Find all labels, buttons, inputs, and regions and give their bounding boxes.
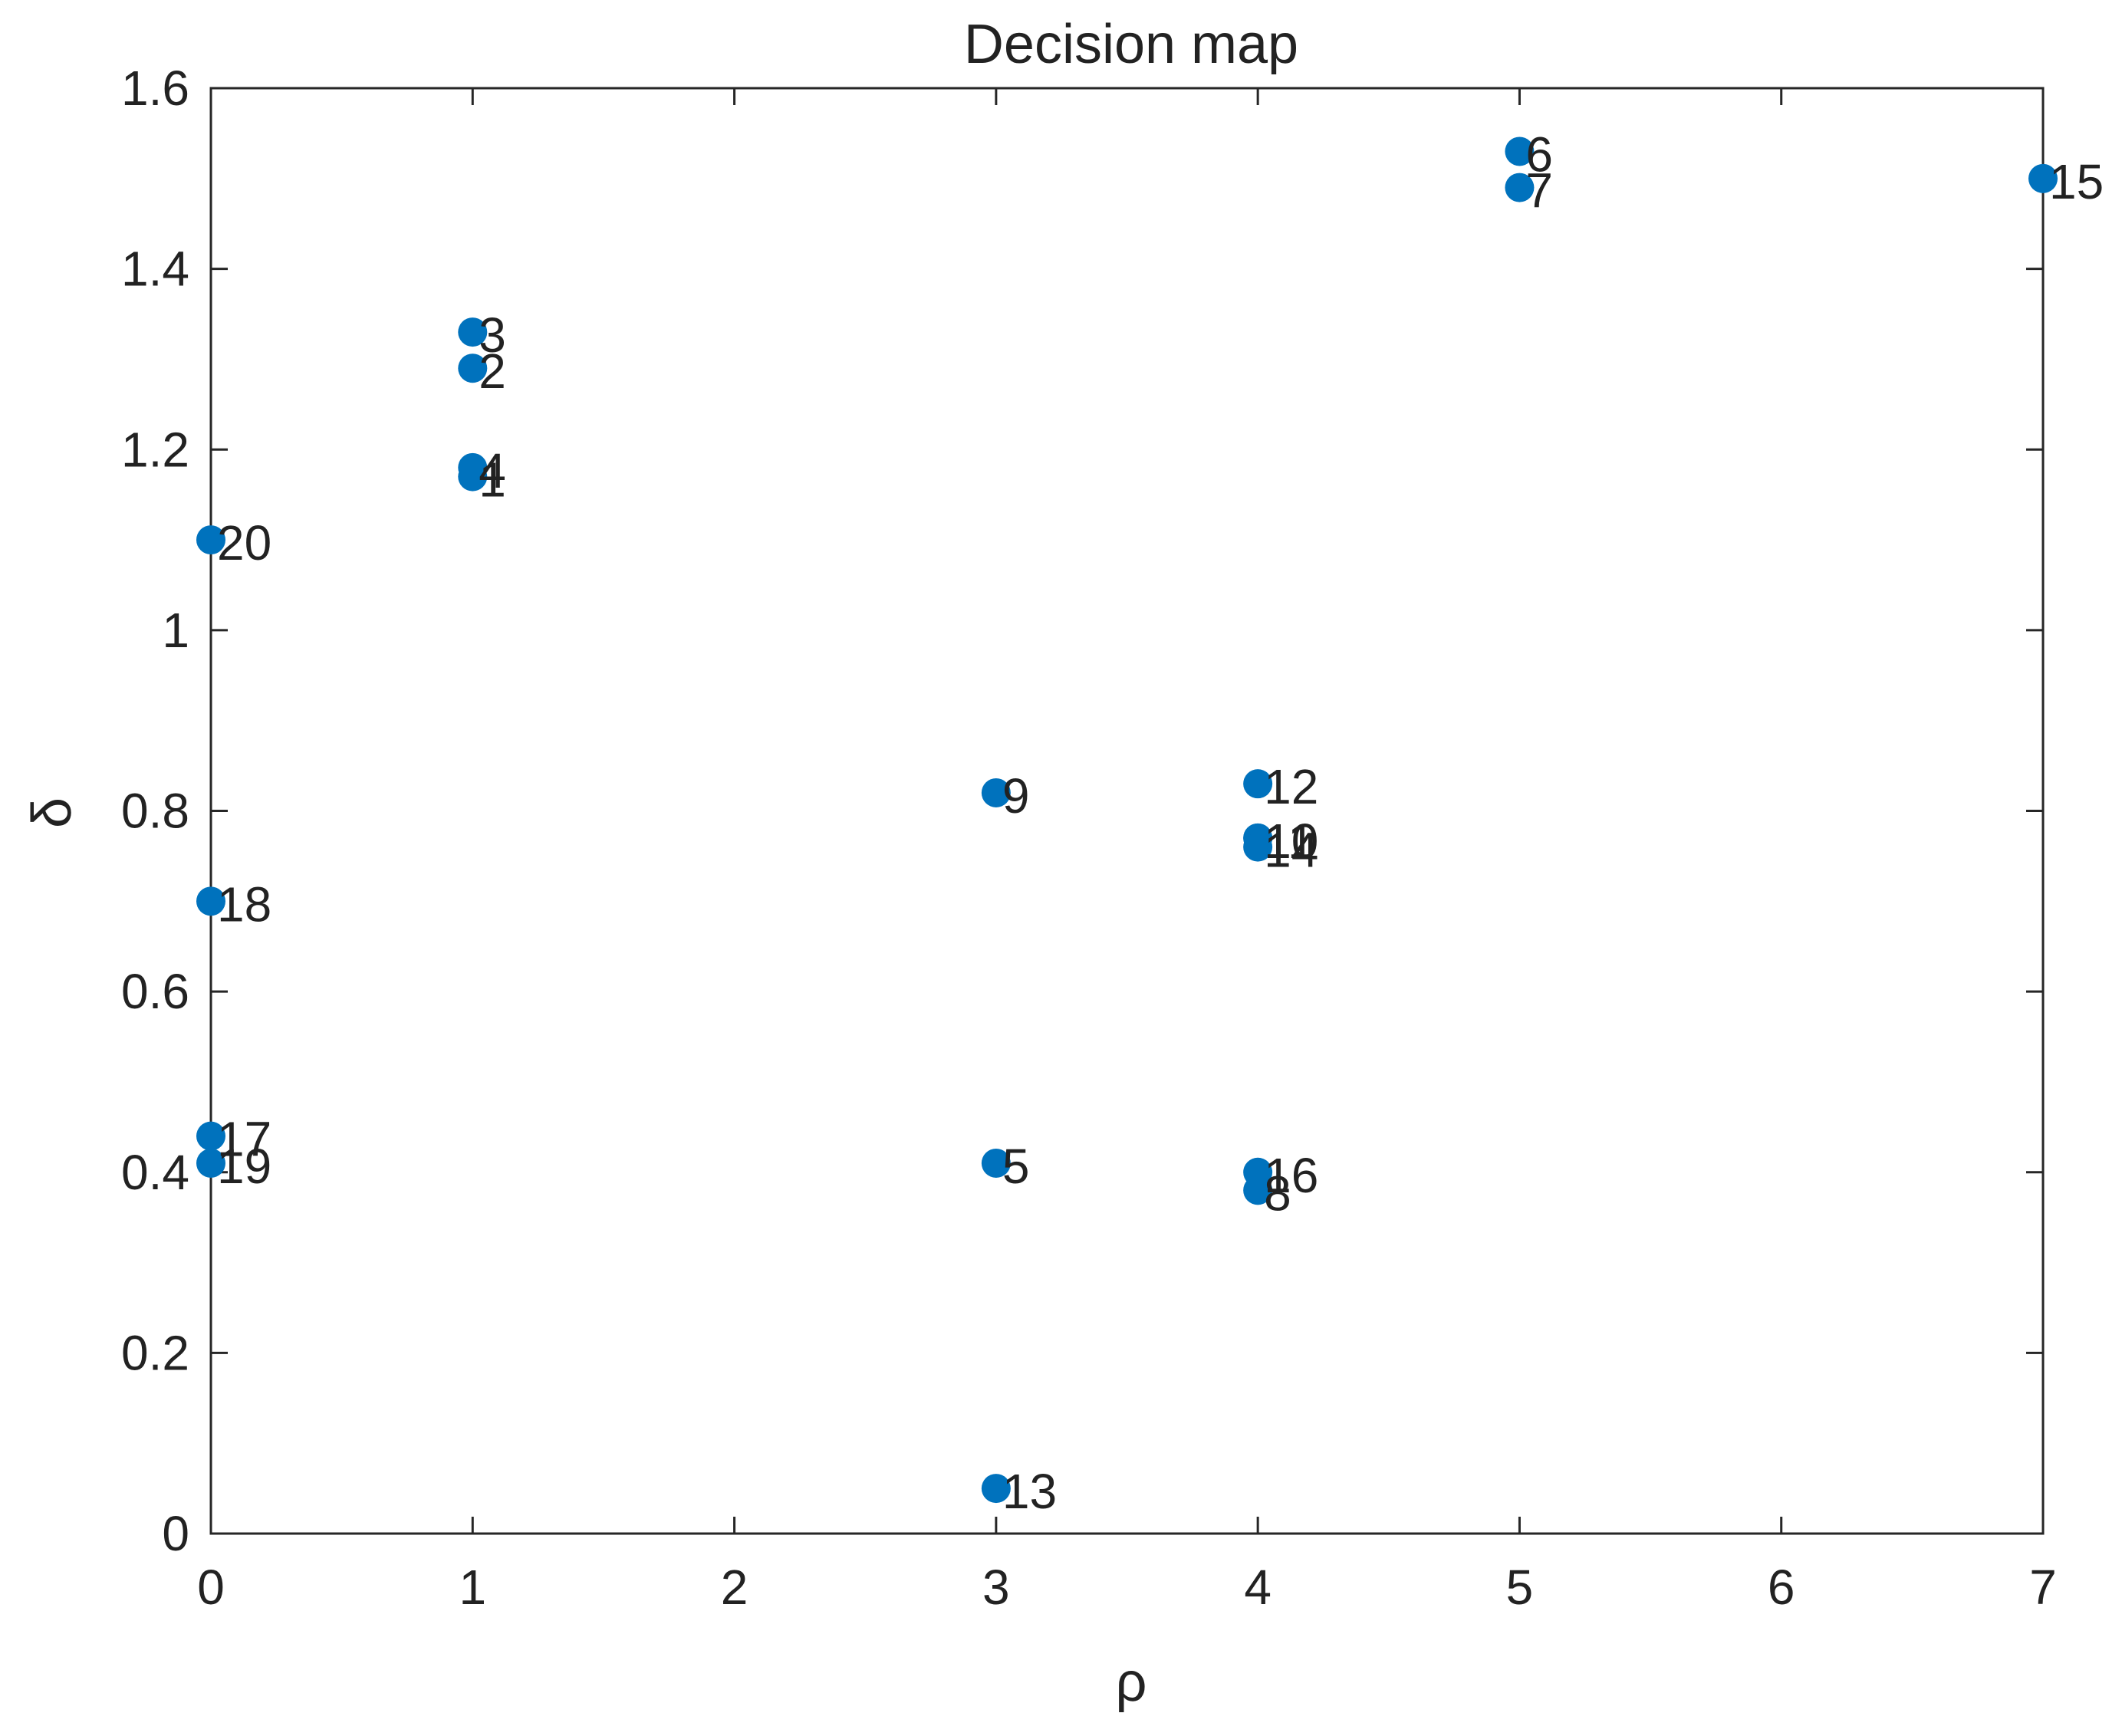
data-point-label: 8 xyxy=(1264,1166,1291,1221)
data-point-label: 15 xyxy=(2049,154,2104,209)
x-tick-label: 2 xyxy=(721,1560,748,1615)
plot-frame xyxy=(209,87,2045,1535)
data-point xyxy=(458,353,488,383)
y-tick-label: 0.6 xyxy=(121,964,189,1019)
data-point xyxy=(458,452,488,482)
data-point xyxy=(1505,136,1535,166)
data-point-label: 10 xyxy=(1264,814,1318,869)
data-point xyxy=(981,1474,1011,1504)
data-point-label: 2 xyxy=(479,344,506,399)
x-tick-label: 0 xyxy=(197,1560,225,1615)
data-point xyxy=(981,778,1011,807)
data-point-label: 19 xyxy=(217,1139,271,1194)
data-point-label: 4 xyxy=(479,443,506,498)
data-point-label: 11 xyxy=(1264,814,1314,869)
data-point-label: 5 xyxy=(1002,1139,1030,1194)
data-point-label: 3 xyxy=(479,307,506,363)
y-tick-label: 1.2 xyxy=(121,422,189,477)
data-point xyxy=(196,1121,225,1151)
x-tick-label: 3 xyxy=(982,1560,1010,1615)
plot-area-border xyxy=(209,87,2045,1535)
y-tick-label: 1.6 xyxy=(121,61,189,116)
y-tick-label: 0 xyxy=(162,1506,189,1561)
data-point-label: 12 xyxy=(1264,759,1318,814)
data-point xyxy=(2028,163,2058,193)
data-point-label: 18 xyxy=(217,876,271,932)
data-point xyxy=(1243,832,1273,862)
x-tick-label: 7 xyxy=(2029,1560,2057,1615)
y-tick-label: 0.2 xyxy=(121,1325,189,1380)
data-point-label: 1 xyxy=(479,452,506,508)
data-point xyxy=(1243,1157,1273,1187)
x-tick-label: 5 xyxy=(1506,1560,1534,1615)
chart-title: Decision map xyxy=(964,14,1298,75)
data-points xyxy=(196,136,2058,1504)
data-point-label: 9 xyxy=(1002,768,1030,824)
data-point-label: 7 xyxy=(1525,163,1553,219)
y-tick-label: 1 xyxy=(162,603,189,658)
y-axis-label: δ xyxy=(21,797,83,828)
data-point-label: 16 xyxy=(1264,1148,1318,1203)
data-point xyxy=(458,317,488,347)
data-point xyxy=(196,525,225,555)
y-tick-label: 1.4 xyxy=(121,242,189,297)
x-tick-label: 6 xyxy=(1768,1560,1795,1615)
y-tick-label: 0.8 xyxy=(121,784,189,839)
x-tick-label: 4 xyxy=(1244,1560,1272,1615)
x-axis-label: ρ xyxy=(1116,1652,1147,1713)
data-point xyxy=(1505,173,1535,202)
data-point xyxy=(196,1148,225,1178)
data-point-label: 6 xyxy=(1525,127,1553,182)
x-tick-label: 1 xyxy=(459,1560,486,1615)
data-point-label: 17 xyxy=(217,1112,271,1167)
data-point xyxy=(196,886,225,916)
y-axis-ticks: 0 0.2 0.4 0.6 0.8 1 1.2 1.4 1.6 xyxy=(121,61,2043,1561)
data-point-label: 13 xyxy=(1002,1464,1057,1519)
data-point xyxy=(1243,769,1273,799)
data-point-label: 20 xyxy=(217,515,271,570)
data-point xyxy=(981,1148,1011,1178)
y-tick-label: 0.4 xyxy=(121,1145,189,1200)
data-point-label: 14 xyxy=(1264,823,1318,878)
